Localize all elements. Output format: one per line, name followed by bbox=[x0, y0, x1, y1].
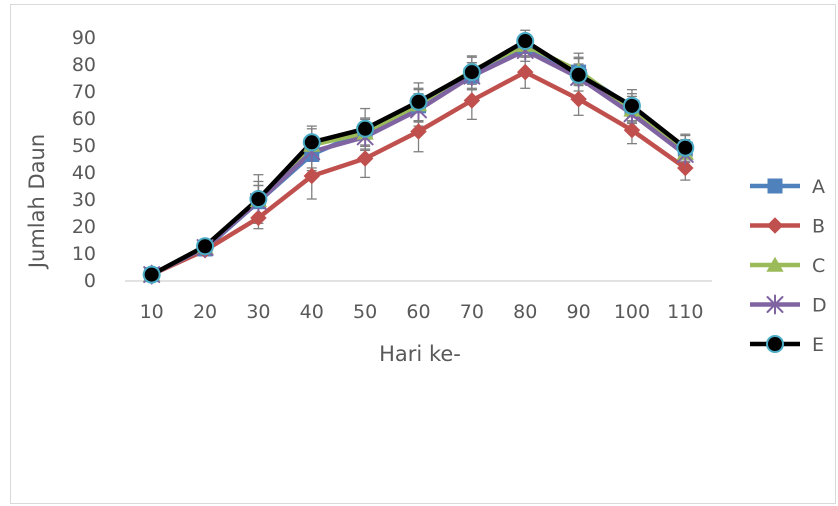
data-point-e bbox=[569, 65, 588, 84]
y-tick-label: 0 bbox=[84, 270, 96, 292]
x-tick-label: 30 bbox=[246, 301, 270, 323]
data-point-b bbox=[677, 159, 694, 177]
y-tick-label: 70 bbox=[72, 81, 96, 103]
data-point-b bbox=[570, 90, 587, 108]
series-markers bbox=[142, 32, 695, 285]
y-tick-label: 40 bbox=[72, 162, 96, 184]
y-tick-label: 90 bbox=[72, 27, 96, 49]
legend-item-c: C bbox=[750, 255, 825, 277]
x-tick-label: 80 bbox=[513, 301, 537, 323]
x-tick-label: 100 bbox=[614, 301, 650, 323]
y-axis-title: Jumlah Daun bbox=[25, 134, 49, 270]
x-tick-label: 20 bbox=[193, 301, 217, 323]
chart-frame bbox=[10, 4, 836, 504]
data-point-e bbox=[142, 265, 161, 284]
data-point-e bbox=[196, 237, 215, 256]
data-point-b bbox=[410, 123, 427, 140]
legend-label: C bbox=[812, 255, 825, 277]
x-axis-title: Hari ke- bbox=[379, 342, 461, 366]
legend-item-b: B bbox=[750, 216, 825, 238]
data-point-e bbox=[622, 96, 641, 115]
legend-label: B bbox=[812, 216, 825, 238]
y-tick-label: 20 bbox=[72, 216, 96, 238]
legend-item-e: E bbox=[750, 334, 824, 356]
legend-marker bbox=[766, 217, 784, 234]
legend-item-a: A bbox=[750, 176, 825, 198]
legend-label: D bbox=[812, 295, 827, 317]
legend-label: A bbox=[812, 176, 825, 198]
y-tick-label: 60 bbox=[72, 108, 96, 130]
series-line-c bbox=[150, 42, 687, 277]
data-point-b bbox=[356, 150, 374, 167]
data-point-e bbox=[516, 32, 535, 51]
series-lines bbox=[150, 38, 687, 277]
legend-marker bbox=[766, 335, 784, 353]
legend-marker bbox=[767, 178, 783, 194]
data-point-b bbox=[250, 209, 267, 227]
data-point-e bbox=[462, 63, 481, 82]
error-bars bbox=[146, 29, 691, 277]
legend-item-d: D bbox=[750, 294, 827, 317]
x-tick-label: 50 bbox=[353, 301, 377, 323]
y-tick-label: 80 bbox=[72, 54, 96, 76]
data-point-e bbox=[302, 133, 321, 152]
x-tick-label: 40 bbox=[300, 301, 324, 323]
x-tick-label: 110 bbox=[667, 301, 703, 323]
series-line-e bbox=[150, 38, 687, 277]
data-point-e bbox=[356, 119, 375, 138]
data-point-e bbox=[409, 92, 428, 111]
data-point-b bbox=[623, 121, 641, 139]
x-tick-label: 90 bbox=[566, 301, 590, 323]
x-tick-label: 10 bbox=[140, 301, 164, 323]
legend-label: E bbox=[812, 334, 824, 356]
y-tick-label: 10 bbox=[72, 243, 96, 265]
data-point-b bbox=[463, 92, 481, 109]
data-point-e bbox=[676, 138, 695, 157]
legend-marker bbox=[766, 256, 784, 272]
x-tick-label: 60 bbox=[406, 301, 430, 323]
x-tick-label: 70 bbox=[460, 301, 484, 323]
legend-marker bbox=[766, 294, 784, 315]
y-axis-ticks: 0 10 20 30 40 50 60 70 80 90 bbox=[72, 27, 96, 292]
y-tick-label: 50 bbox=[72, 135, 96, 157]
x-axis-ticks: 10 20 30 40 50 60 70 80 90 100 110 bbox=[140, 301, 704, 323]
data-point-b bbox=[303, 167, 321, 185]
y-tick-label: 30 bbox=[72, 189, 96, 211]
data-point-b bbox=[516, 63, 534, 81]
data-point-e bbox=[249, 190, 268, 208]
series-line-a bbox=[150, 44, 687, 277]
